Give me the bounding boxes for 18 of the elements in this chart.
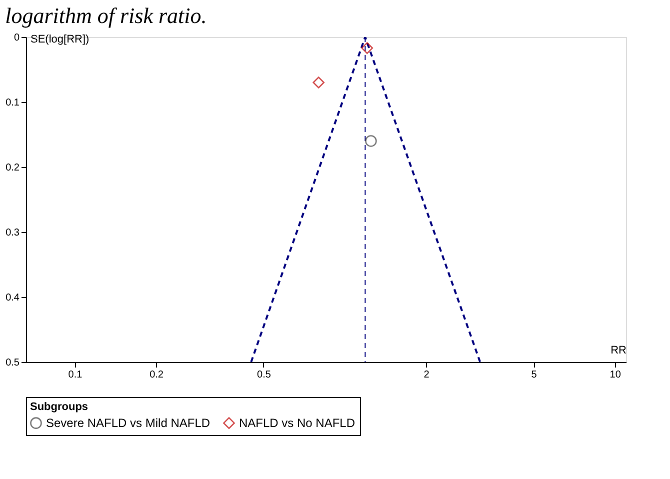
legend-title: Subgroups <box>30 401 88 413</box>
x-tick-label: 5 <box>531 370 538 380</box>
x-tick-label: 0.2 <box>150 370 164 380</box>
x-tick-label: 10 <box>610 370 622 380</box>
y-tick-label: 0.5 <box>6 358 20 368</box>
x-axis-title: RR <box>610 344 627 356</box>
x-tick-label: 0.5 <box>257 370 272 380</box>
chart-title: logarithm of risk ratio. <box>5 3 207 28</box>
x-tick-label: 2 <box>424 370 430 380</box>
y-axis-title: SE(log[RR]) <box>30 34 90 46</box>
y-tick-label: 0.1 <box>6 98 20 108</box>
legend-label: Severe NAFLD vs Mild NAFLD <box>46 416 210 430</box>
y-tick-label: 0.4 <box>6 292 20 304</box>
y-tick-label: 0.2 <box>6 162 20 174</box>
x-tick-label: 0.1 <box>68 370 83 380</box>
legend-label: NAFLD vs No NAFLD <box>239 416 356 430</box>
y-tick-label: 0.3 <box>6 228 20 238</box>
y-tick-label: 0 <box>14 32 20 44</box>
